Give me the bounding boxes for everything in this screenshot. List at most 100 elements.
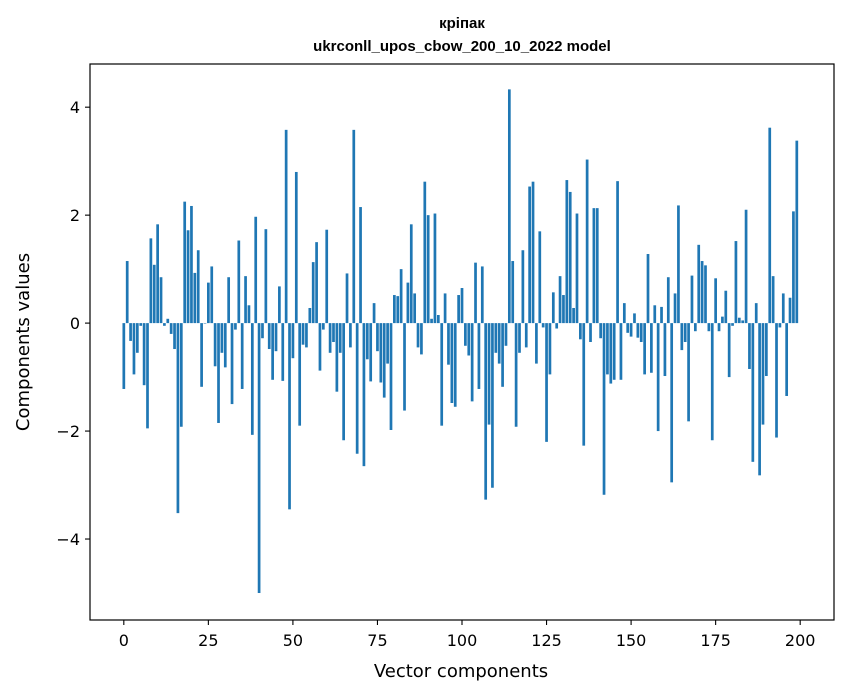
bar — [700, 261, 704, 324]
bar — [281, 323, 285, 381]
bar — [450, 323, 454, 403]
bar — [548, 323, 552, 375]
bar — [467, 323, 471, 356]
bar — [650, 323, 653, 373]
bar — [149, 238, 153, 324]
bar — [207, 282, 210, 324]
bar — [792, 211, 795, 324]
y-tick-label: −2 — [56, 422, 80, 441]
bar — [785, 323, 789, 396]
bar — [474, 262, 477, 324]
bar — [352, 129, 356, 324]
bar — [176, 323, 180, 514]
bar — [443, 293, 447, 324]
x-tick-label: 75 — [367, 631, 387, 650]
bar — [379, 323, 383, 383]
bar — [511, 261, 515, 324]
bar — [707, 323, 711, 332]
bar — [697, 244, 701, 324]
bar — [166, 318, 170, 324]
bar — [497, 323, 501, 364]
bar — [332, 323, 335, 342]
bar — [565, 180, 569, 324]
y-tick-label: 2 — [70, 206, 80, 225]
bar — [551, 292, 555, 324]
bar — [690, 275, 694, 324]
bar — [227, 277, 231, 324]
bar — [386, 323, 389, 364]
bar — [271, 323, 274, 380]
bar — [754, 303, 758, 324]
bar — [406, 282, 410, 324]
bar — [420, 323, 423, 355]
bar — [788, 297, 792, 324]
y-axis-ticks: −4 −2 0 2 4 — [56, 98, 90, 549]
bar — [504, 323, 508, 346]
bar — [321, 323, 325, 330]
bar — [531, 181, 535, 324]
bar — [305, 323, 308, 348]
bar — [142, 323, 146, 386]
bar — [518, 323, 521, 353]
bar — [393, 295, 396, 324]
bar — [568, 191, 572, 324]
bar — [125, 261, 129, 324]
bar — [470, 323, 474, 402]
bar — [440, 323, 444, 426]
bar — [595, 208, 599, 324]
bar — [152, 264, 156, 324]
bar — [562, 295, 565, 324]
bar — [778, 323, 782, 328]
bar — [159, 277, 163, 324]
bar — [693, 323, 697, 332]
bar — [183, 201, 187, 324]
bar — [122, 323, 126, 389]
bar — [409, 224, 413, 324]
bar — [480, 266, 484, 324]
bar — [680, 323, 684, 351]
bar — [203, 323, 207, 324]
bar — [436, 315, 440, 324]
bar — [193, 272, 197, 324]
bar — [660, 306, 663, 324]
bar — [771, 276, 775, 324]
bar — [538, 231, 542, 324]
x-tick-label: 175 — [700, 631, 731, 650]
bar — [413, 293, 417, 324]
bar — [656, 323, 660, 432]
bar — [190, 205, 193, 324]
chart-title: кріпак — [439, 15, 485, 32]
bar — [173, 323, 176, 350]
y-tick-label: 0 — [70, 314, 80, 333]
bar — [240, 323, 244, 389]
bar — [775, 323, 778, 438]
bar — [254, 216, 258, 324]
bar — [592, 208, 596, 324]
bar — [514, 323, 518, 427]
bar — [602, 323, 606, 495]
bar — [278, 286, 281, 324]
bar — [210, 266, 214, 324]
bar — [426, 215, 430, 324]
bar — [666, 277, 670, 324]
bar — [244, 276, 247, 324]
bar — [291, 323, 295, 359]
bar — [416, 323, 420, 348]
bar — [274, 323, 278, 352]
bar — [619, 323, 623, 380]
bar — [250, 323, 254, 435]
bar — [491, 323, 494, 488]
bars-group — [122, 89, 799, 594]
bar — [237, 240, 241, 324]
bar — [545, 323, 548, 442]
bar — [487, 323, 491, 425]
bar — [230, 323, 234, 405]
bar — [765, 323, 768, 377]
bar — [372, 303, 376, 324]
bar — [622, 303, 626, 324]
bar — [714, 278, 717, 324]
bar — [318, 323, 322, 371]
x-tick-label: 25 — [198, 631, 218, 650]
bar — [731, 323, 734, 326]
